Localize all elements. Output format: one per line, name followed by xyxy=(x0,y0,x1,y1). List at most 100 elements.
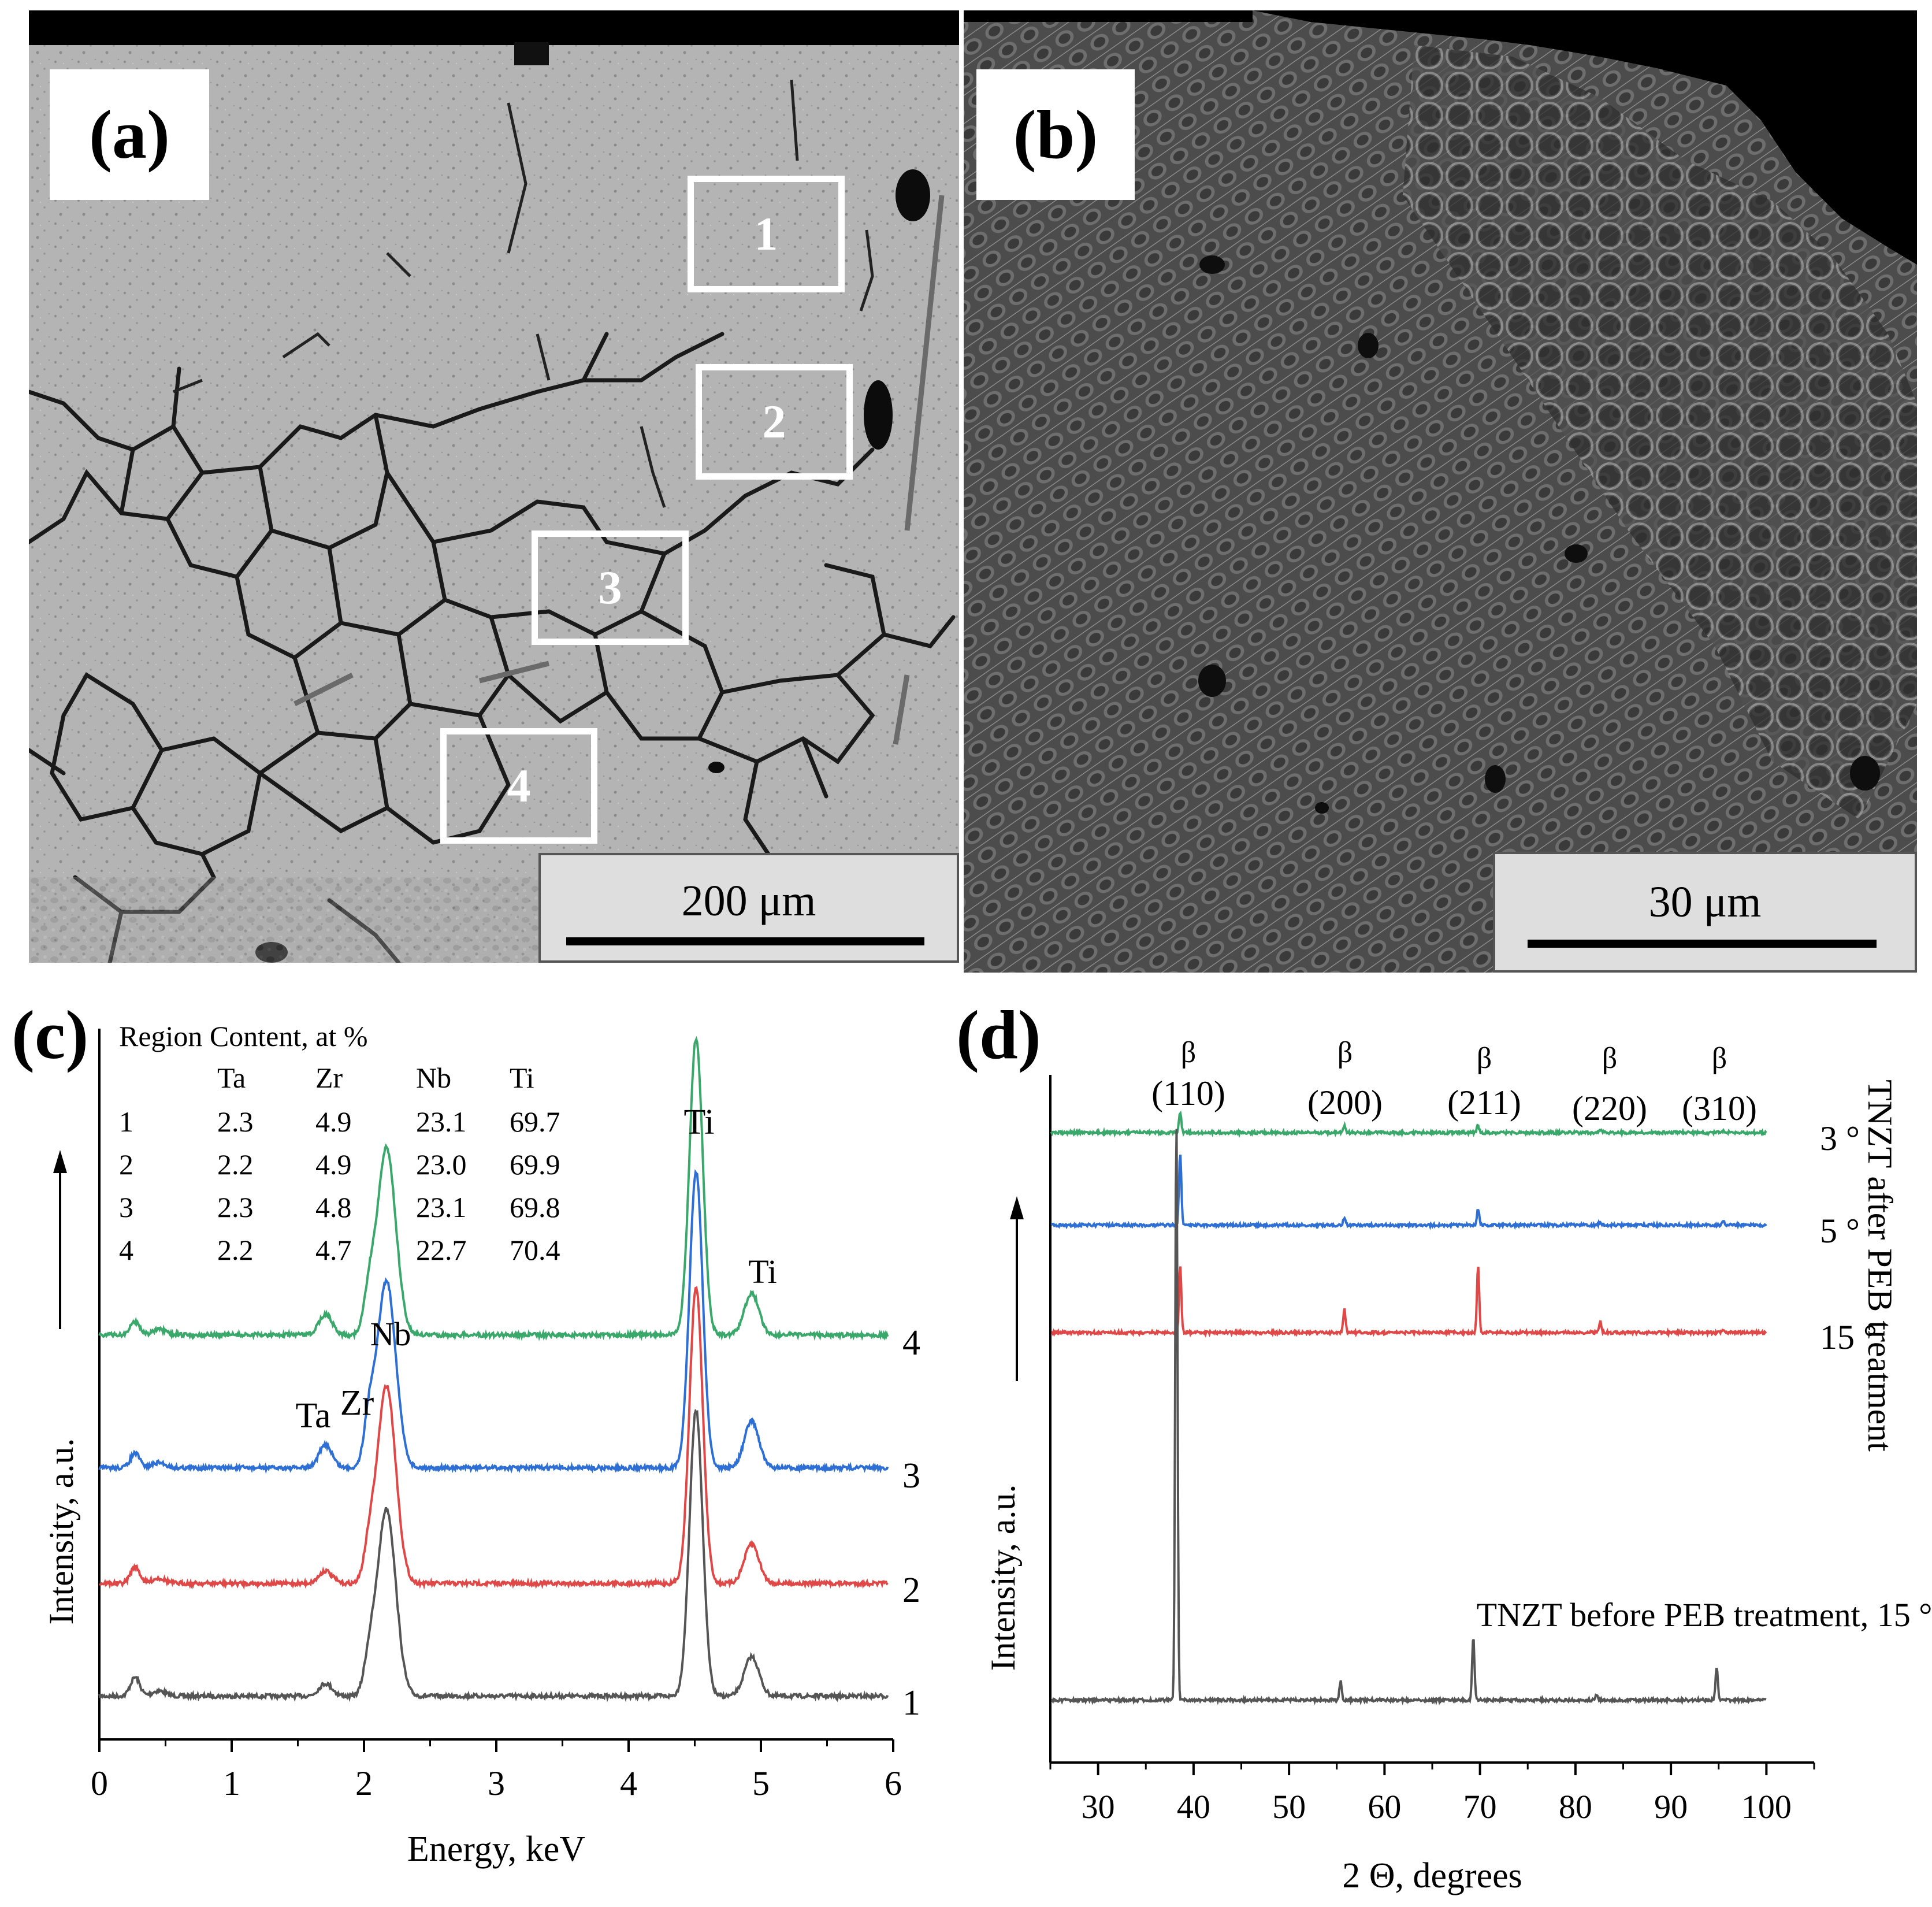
d-series-line-2 xyxy=(1050,1154,1767,1230)
d-reflection-phase: β xyxy=(1477,1042,1492,1075)
scale-bar-a: 200 μm xyxy=(538,853,959,963)
region-box-1: 1 xyxy=(688,176,845,292)
c-series-label-1: 1 xyxy=(902,1683,920,1723)
c-table-title: Region Content, at % xyxy=(119,1020,368,1052)
c-y-arrow-head xyxy=(53,1150,67,1173)
c-table-cell: 69.7 xyxy=(510,1105,560,1138)
scale-bar-a-label: 200 μm xyxy=(681,877,816,925)
c-table-cell: 70.4 xyxy=(510,1234,560,1266)
c-peak-label-ti-main: Ti xyxy=(684,1103,715,1142)
panel-d-label: (d) xyxy=(956,996,1041,1073)
c-x-tick-label: 0 xyxy=(91,1764,108,1802)
d-reflection-phase: β xyxy=(1712,1042,1727,1075)
c-text: 0 1 2 3 4 5 6 Energy, keV Intensity, a.u. 1 2 3 4 Ti T… xyxy=(42,1020,920,1869)
d-series-line-4 xyxy=(1050,1129,1767,1706)
d-x-tick-label: 30 xyxy=(1082,1788,1115,1826)
scale-bar-b-line xyxy=(1528,940,1877,948)
region-label-4: 4 xyxy=(507,759,531,812)
d-series-line-1 xyxy=(1050,1110,1767,1138)
d-reflection-phase: β xyxy=(1181,1036,1196,1069)
c-series-line-3 xyxy=(98,1168,889,1475)
c-table-header: Ta xyxy=(217,1062,246,1094)
d-x-tick-label: 100 xyxy=(1741,1788,1792,1826)
region-label-1: 1 xyxy=(754,207,778,260)
c-table-row-label: 3 xyxy=(119,1191,133,1223)
region-box-2: 2 xyxy=(696,364,853,480)
c-table-cell: 4.9 xyxy=(315,1148,352,1181)
sem-image-a: (a) 1 2 3 4 200 μm xyxy=(29,10,959,963)
c-y-axis-label: Intensity, a.u. xyxy=(42,1438,80,1625)
d-x-tick-label: 80 xyxy=(1559,1788,1592,1826)
c-series-line-1 xyxy=(98,1408,889,1702)
d-x-tick-label: 60 xyxy=(1368,1788,1401,1826)
c-series-lines xyxy=(98,1036,889,1702)
d-axes xyxy=(1010,1075,1815,1775)
d-x-tick-label: 50 xyxy=(1272,1788,1306,1826)
c-table-cell: 2.2 xyxy=(217,1234,254,1266)
d-reflection-hkl: (110) xyxy=(1151,1074,1225,1112)
c-table-cell: 69.9 xyxy=(510,1148,560,1181)
c-series-label-3: 3 xyxy=(902,1456,920,1496)
d-series-label-2: 5 ° xyxy=(1820,1212,1860,1250)
c-table-header: Nb xyxy=(416,1062,451,1094)
c-table-cell: 23.1 xyxy=(416,1191,467,1223)
d-reflection-hkl: (310) xyxy=(1682,1089,1757,1127)
c-table-cell: 4.7 xyxy=(315,1234,352,1266)
c-x-axis-label: Energy, keV xyxy=(407,1830,585,1869)
c-x-tick-label: 1 xyxy=(223,1764,240,1802)
c-table-cell: 2.3 xyxy=(217,1105,254,1138)
c-table-header: Ti xyxy=(510,1062,534,1094)
c-table-row-label: 4 xyxy=(119,1234,133,1266)
region-label-2: 2 xyxy=(762,395,786,448)
c-table-cell: 2.2 xyxy=(217,1148,254,1181)
sem-image-b: (b) 30 μm xyxy=(964,10,1917,973)
d-x-tick-label: 70 xyxy=(1463,1788,1497,1826)
d-series-lines xyxy=(1050,1110,1767,1706)
xrd-pattern-chart: 30 40 50 60 70 80 90 100 2 Θ, degrees Intensity, … xyxy=(984,1036,1932,1895)
c-table-cell: 23.1 xyxy=(416,1105,467,1138)
c-peak-label-zr: Zr xyxy=(340,1383,374,1423)
c-peak-label-ti-second: Ti xyxy=(748,1253,777,1290)
panel-a-label-text: (a) xyxy=(89,96,170,173)
eds-spectra-chart: 0 1 2 3 4 5 6 Energy, keV Intensity, a.u. 1 2 3 4 Ti T… xyxy=(42,1020,920,1869)
region-box-3: 3 xyxy=(532,530,689,645)
d-side-title: TNZT after PEB treatment xyxy=(1861,1079,1899,1452)
c-table-row-label: 1 xyxy=(119,1105,133,1138)
c-table-cell: 69.8 xyxy=(510,1191,560,1223)
c-x-tick-label: 2 xyxy=(355,1764,373,1802)
c-x-tick-label: 5 xyxy=(752,1764,770,1802)
d-reflection-hkl: (220) xyxy=(1572,1089,1647,1127)
c-table-cell: 4.8 xyxy=(315,1191,352,1223)
c-table-cell: 2.3 xyxy=(217,1191,254,1223)
c-table-cell: 22.7 xyxy=(416,1234,467,1266)
region-box-4: 4 xyxy=(440,728,597,844)
panel-c-label: (c) xyxy=(12,996,89,1073)
c-peak-label-ta: Ta xyxy=(295,1396,330,1435)
d-text: 30 40 50 60 70 80 90 100 2 Θ, degrees Intensity, … xyxy=(984,1036,1932,1895)
scale-bar-a-line xyxy=(566,937,924,945)
scale-bar-b: 30 μm xyxy=(1493,852,1917,973)
d-x-axis-label: 2 Θ, degrees xyxy=(1342,1856,1522,1895)
scale-bar-b-label: 30 μm xyxy=(1648,878,1762,926)
d-x-tick-label: 90 xyxy=(1654,1788,1688,1826)
sem-micrograph-a xyxy=(29,10,959,963)
c-axes xyxy=(53,1029,894,1752)
c-table-cell: 23.0 xyxy=(416,1148,467,1181)
c-peak-label-nb: Nb xyxy=(370,1315,411,1353)
d-reflection-phase: β xyxy=(1337,1036,1353,1069)
d-x-tick-label: 40 xyxy=(1177,1788,1210,1826)
d-bottom-note: TNZT before PEB treatment, 15 ° xyxy=(1477,1596,1932,1634)
c-x-tick-label: 6 xyxy=(885,1764,902,1802)
c-x-tick-label: 4 xyxy=(620,1764,637,1802)
panel-b-label: (b) xyxy=(976,69,1135,200)
d-series-label-1: 3 ° xyxy=(1820,1119,1860,1157)
region-label-3: 3 xyxy=(598,561,622,614)
c-x-tick-label: 3 xyxy=(488,1764,505,1802)
d-reflection-phase: β xyxy=(1602,1042,1617,1075)
c-series-line-2 xyxy=(99,1286,889,1590)
d-y-axis-label: Intensity, a.u. xyxy=(984,1485,1022,1671)
c-series-label-2: 2 xyxy=(902,1571,920,1610)
d-series-line-3 xyxy=(1051,1266,1767,1338)
panel-b-label-text: (b) xyxy=(1013,96,1098,173)
c-table-row-label: 2 xyxy=(119,1148,133,1181)
